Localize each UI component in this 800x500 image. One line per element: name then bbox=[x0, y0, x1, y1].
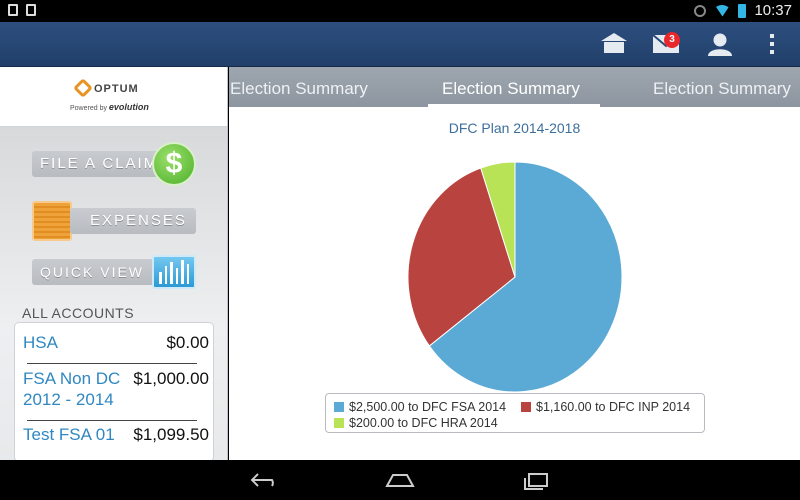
pie-chart[interactable] bbox=[407, 161, 623, 393]
tab-election-summary[interactable]: Election Summary bbox=[442, 79, 580, 98]
status-time: 10:37 bbox=[754, 2, 792, 19]
more-options-icon[interactable] bbox=[768, 32, 776, 56]
quick-view-button[interactable]: QUICK VIEW bbox=[32, 259, 160, 285]
file-claim-button[interactable]: FILE A CLAIM bbox=[32, 151, 160, 177]
legend-swatch bbox=[334, 402, 344, 412]
chart-legend: $2,500.00 to DFC FSA 2014 $1,160.00 to D… bbox=[325, 393, 705, 433]
tab-election-summary-prev[interactable]: Election Summary bbox=[230, 79, 368, 98]
divider bbox=[27, 420, 197, 421]
main-content: Election Summary Election Summary Electi… bbox=[229, 67, 800, 460]
account-amount: $1,000.00 bbox=[133, 369, 209, 388]
sidebar: OPTUM Powered by evolution FILE A CLAIM … bbox=[0, 67, 228, 460]
battery-icon bbox=[738, 3, 747, 18]
navigation-bar bbox=[0, 460, 800, 500]
divider bbox=[27, 363, 197, 364]
account-name: HSA bbox=[23, 333, 58, 352]
tab-election-summary-next[interactable]: Election Summary bbox=[653, 79, 791, 98]
tab-indicator bbox=[428, 104, 600, 107]
legend-item-inp: $1,160.00 to DFC INP 2014 bbox=[521, 400, 690, 414]
accounts-heading: ALL ACCOUNTS bbox=[22, 305, 135, 321]
chart-title: DFC Plan 2014-2018 bbox=[448, 120, 581, 136]
home-nav-icon[interactable] bbox=[385, 472, 415, 488]
accounts-list: HSA $0.00 FSA Non DC 2012 - 2014 $1,000.… bbox=[14, 322, 214, 460]
back-icon[interactable] bbox=[250, 472, 280, 488]
mute-icon bbox=[694, 4, 707, 17]
status-bar: 10:37 bbox=[0, 0, 800, 22]
account-name-line2: 2012 - 2014 bbox=[23, 390, 114, 409]
optum-logo-icon bbox=[73, 78, 93, 98]
account-amount: $1,099.50 bbox=[133, 425, 209, 444]
user-icon[interactable] bbox=[706, 32, 734, 56]
bar-chart-icon[interactable] bbox=[152, 255, 196, 289]
recent-apps-icon[interactable] bbox=[520, 472, 550, 490]
tab-bar: Election Summary Election Summary Electi… bbox=[229, 67, 800, 107]
app-bar: 3 bbox=[0, 22, 800, 67]
wifi-icon bbox=[714, 4, 731, 17]
logo: OPTUM Powered by evolution bbox=[0, 67, 227, 127]
dollar-icon[interactable]: $ bbox=[152, 142, 196, 186]
legend-swatch bbox=[521, 402, 531, 412]
legend-swatch bbox=[334, 418, 344, 428]
pie-slice-fsa[interactable] bbox=[428, 161, 623, 393]
receipt-icon[interactable] bbox=[32, 201, 72, 241]
legend-item-fsa: $2,500.00 to DFC FSA 2014 bbox=[334, 400, 506, 414]
home-icon[interactable] bbox=[600, 32, 628, 54]
account-row-test-fsa[interactable]: Test FSA 01 $1,099.50 bbox=[23, 425, 209, 445]
mail-badge: 3 bbox=[664, 32, 680, 48]
account-amount: $0.00 bbox=[166, 333, 209, 352]
account-name: Test FSA 01 bbox=[23, 425, 115, 444]
account-row-hsa[interactable]: HSA $0.00 bbox=[23, 333, 209, 353]
logo-text: OPTUM bbox=[94, 83, 139, 95]
notification-icon bbox=[26, 4, 36, 16]
account-name: FSA Non DC bbox=[23, 369, 121, 388]
account-row-fsa-non-dc[interactable]: FSA Non DC 2012 - 2014 $1,000.00 bbox=[23, 368, 209, 410]
expenses-button[interactable]: EXPENSES bbox=[70, 208, 196, 234]
legend-item-hra: $200.00 to DFC HRA 2014 bbox=[334, 416, 498, 430]
pie-slice-inp[interactable] bbox=[407, 167, 516, 347]
download-icon bbox=[8, 4, 18, 16]
logo-subtitle: Powered by evolution bbox=[70, 102, 149, 112]
pie-slice-hra[interactable] bbox=[480, 161, 516, 278]
